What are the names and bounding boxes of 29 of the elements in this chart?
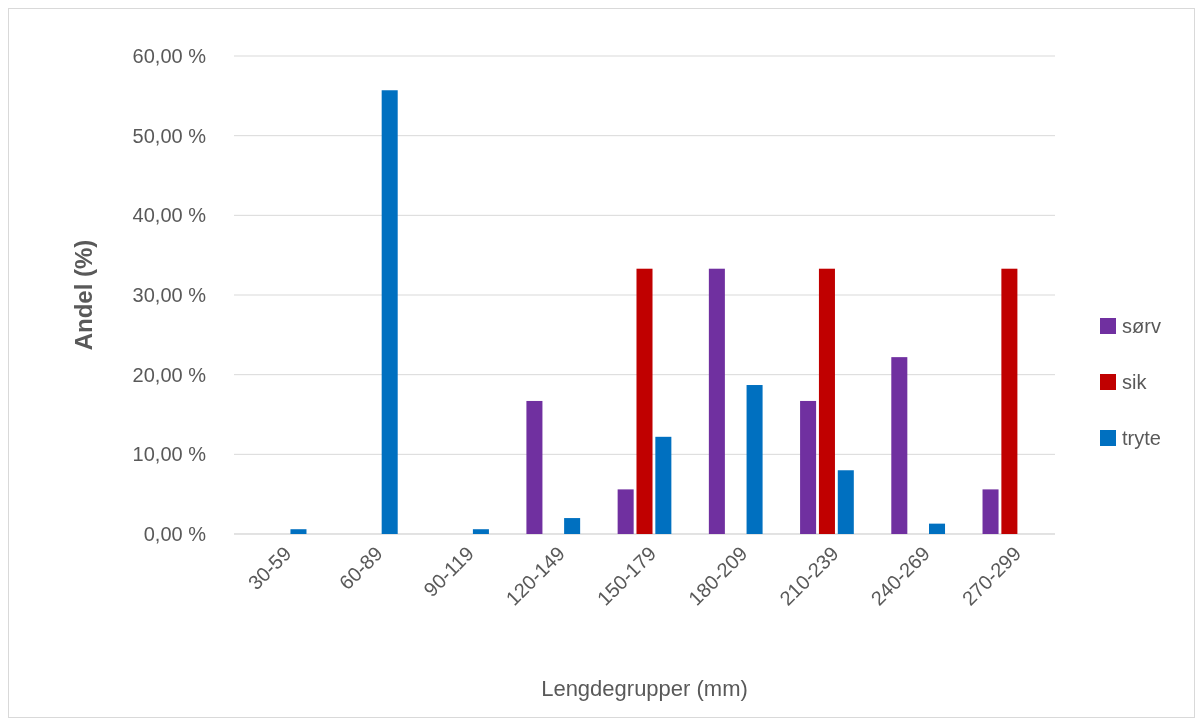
bar xyxy=(982,489,999,534)
bar xyxy=(708,268,725,534)
legend-label: sik xyxy=(1122,371,1148,393)
bar xyxy=(800,400,817,534)
bar xyxy=(526,400,543,534)
y-tick-label: 40,00 % xyxy=(132,204,207,227)
bar xyxy=(655,436,672,534)
bar xyxy=(837,470,854,534)
bar xyxy=(617,489,634,534)
bar xyxy=(290,529,307,534)
y-tick-label: 0,00 % xyxy=(143,523,207,545)
y-tick-label: 30,00 % xyxy=(132,284,207,306)
bar xyxy=(381,90,398,534)
y-axis-title: Andel (%) xyxy=(70,239,97,351)
bar xyxy=(818,268,835,534)
legend-label: tryte xyxy=(1122,427,1161,449)
y-tick-label: 10,00 % xyxy=(132,443,207,466)
bar xyxy=(746,385,763,534)
legend-label: sørv xyxy=(1122,315,1161,337)
bar xyxy=(472,529,489,534)
y-tick-label: 20,00 % xyxy=(132,363,207,386)
x-axis-title: Lengdegrupper (mm) xyxy=(541,676,748,701)
bar xyxy=(636,268,653,534)
bar xyxy=(929,523,946,534)
bar xyxy=(1001,268,1018,534)
y-tick-label: 60,00 % xyxy=(132,45,207,67)
y-tick-label: 50,00 % xyxy=(132,124,207,147)
bar xyxy=(891,357,908,534)
bar xyxy=(564,518,581,534)
